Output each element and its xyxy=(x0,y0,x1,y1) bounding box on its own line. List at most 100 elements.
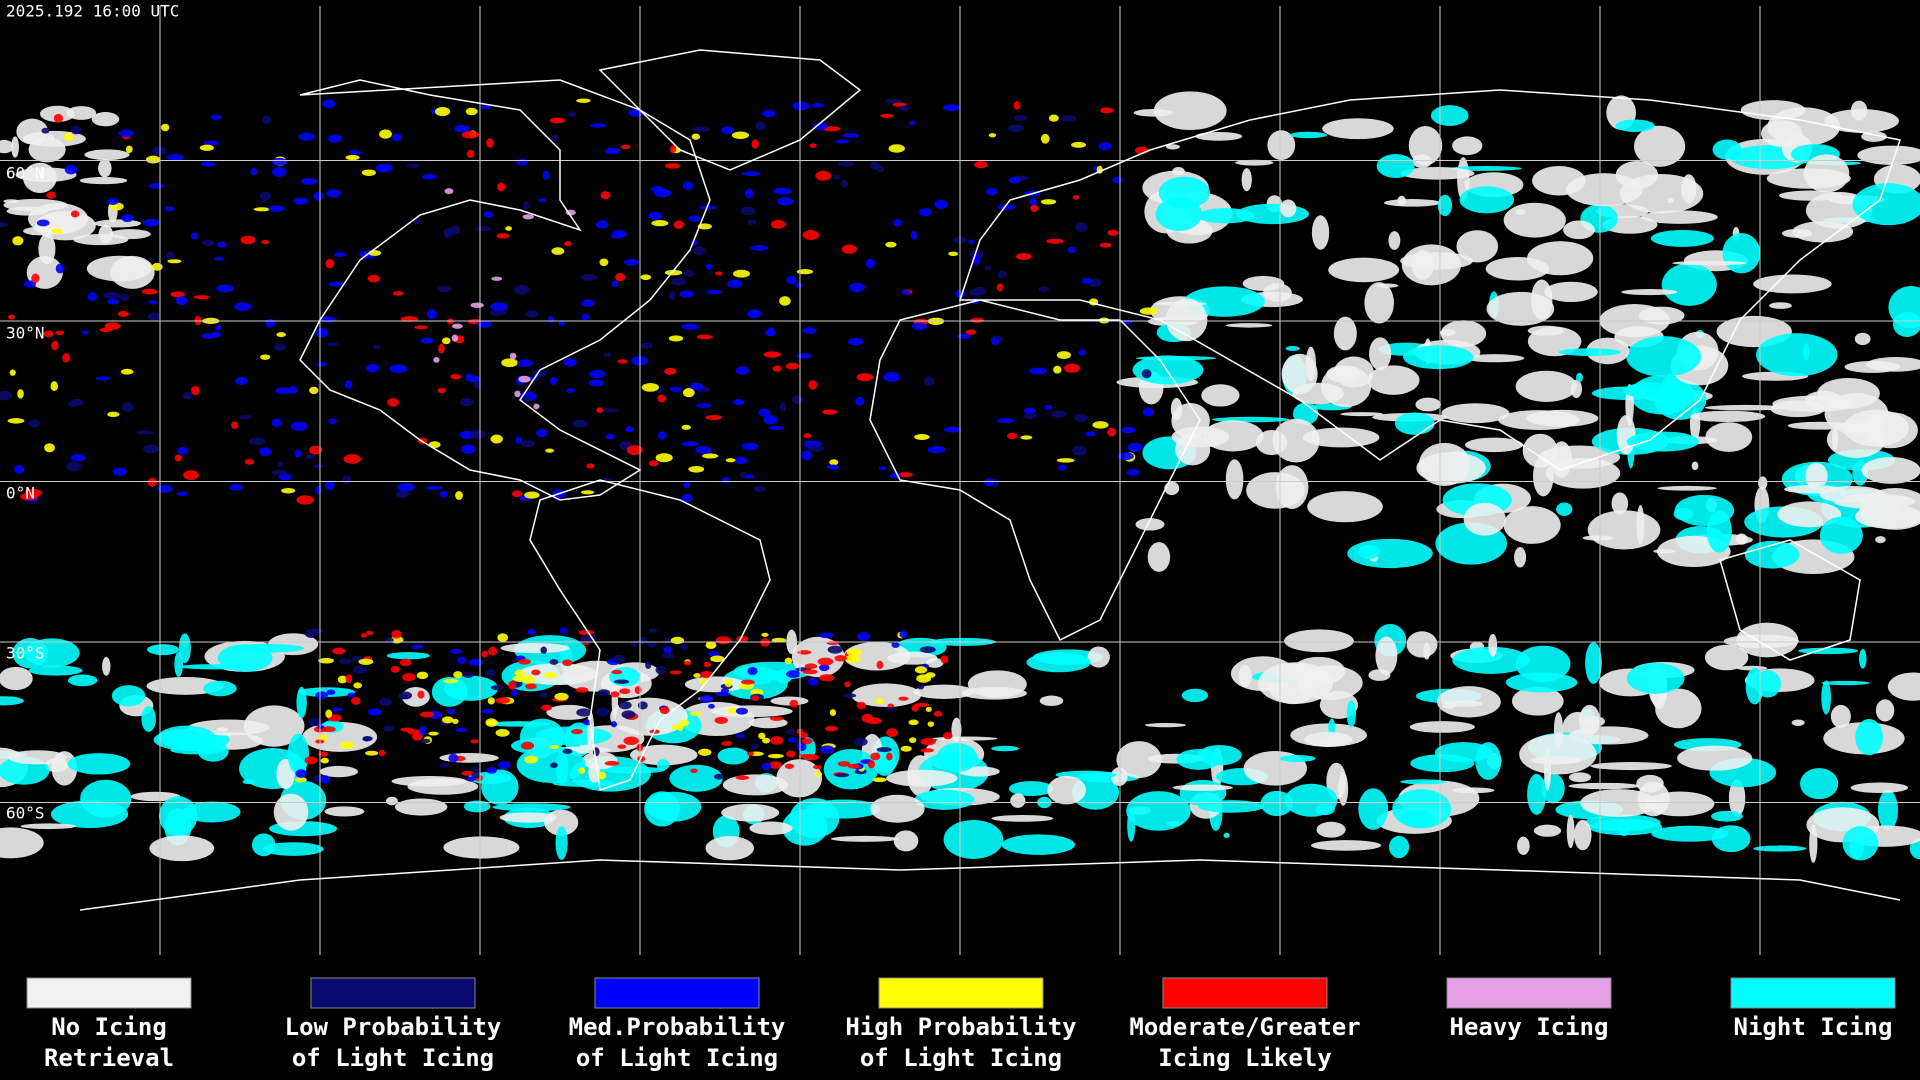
cloud-patch xyxy=(838,161,855,167)
cloud-patch xyxy=(547,315,554,324)
cloud-patch xyxy=(1861,456,1920,484)
cloud-patch xyxy=(451,323,463,329)
cloud-patch xyxy=(1165,144,1180,150)
cloud-patch xyxy=(885,241,897,248)
cloud-patch xyxy=(1147,542,1171,572)
cloud-patch xyxy=(1875,699,1895,722)
cloud-patch xyxy=(655,665,667,675)
cloud-patch xyxy=(457,656,467,664)
cloud-patch xyxy=(1172,784,1233,791)
cloud-patch xyxy=(511,490,523,498)
cloud-patch xyxy=(148,300,158,305)
cloud-patch xyxy=(1855,504,1920,529)
cloud-patch xyxy=(70,210,80,218)
cloud-patch xyxy=(1126,791,1191,831)
cloud-patch xyxy=(147,312,161,321)
cloud-patch xyxy=(619,688,631,695)
cloud-patch xyxy=(1026,652,1091,673)
cloud-patch xyxy=(66,461,82,472)
cloud-patch xyxy=(1302,427,1380,448)
cloud-patch xyxy=(211,331,221,338)
cloud-patch xyxy=(703,661,711,668)
cloud-patch xyxy=(835,139,850,144)
cloud-patch xyxy=(0,139,14,154)
cloud-patch xyxy=(1706,510,1732,553)
cloud-patch xyxy=(1712,139,1742,160)
cloud-patch xyxy=(1736,622,1799,658)
cloud-patch xyxy=(911,322,927,331)
cloud-patch xyxy=(747,219,757,225)
cloud-patch xyxy=(837,761,851,767)
cloud-patch xyxy=(394,798,448,816)
cloud-patch xyxy=(1368,337,1392,371)
cloud-patch xyxy=(600,191,611,200)
cloud-patch xyxy=(1661,263,1717,306)
cloud-patch xyxy=(499,812,557,823)
cloud-patch xyxy=(876,747,892,753)
cloud-patch xyxy=(659,706,670,715)
cloud-patch xyxy=(1010,793,1026,808)
cloud-patch xyxy=(395,490,409,498)
cloud-patch xyxy=(1475,742,1502,780)
cloud-patch xyxy=(451,334,459,342)
cloud-patch xyxy=(1859,648,1867,669)
cloud-patch xyxy=(234,302,252,311)
cloud-patch xyxy=(1030,204,1039,212)
cloud-patch xyxy=(486,669,496,677)
cloud-patch xyxy=(23,226,58,236)
cloud-patch xyxy=(465,107,478,116)
cloud-patch xyxy=(240,235,256,245)
cloud-patch xyxy=(1072,445,1087,456)
cloud-patch xyxy=(1568,782,1640,790)
cloud-patch xyxy=(1098,142,1112,151)
cloud-patch xyxy=(732,269,750,278)
cloud-patch xyxy=(559,627,568,634)
cloud-patch xyxy=(768,425,785,430)
cloud-patch xyxy=(1522,433,1558,468)
legend-label: Icing Likely xyxy=(1158,1044,1331,1072)
cloud-patch xyxy=(391,629,402,639)
latitude-label: 60°S xyxy=(6,804,45,823)
legend-label: Low Probability xyxy=(285,1013,502,1041)
cloud-patch xyxy=(1514,546,1527,568)
cloud-patch xyxy=(1020,435,1033,440)
cloud-patch xyxy=(899,630,908,639)
cloud-patch xyxy=(1127,442,1143,452)
cloud-patch xyxy=(603,352,612,357)
cloud-patch xyxy=(239,414,253,420)
cloud-patch xyxy=(98,225,114,244)
cloud-patch xyxy=(67,674,98,687)
cloud-patch xyxy=(136,430,154,435)
cloud-patch xyxy=(983,478,995,487)
cloud-patch xyxy=(565,209,576,216)
cloud-patch xyxy=(684,676,746,693)
cloud-patch xyxy=(248,437,266,445)
cloud-patch xyxy=(104,322,121,330)
cloud-patch xyxy=(439,753,499,763)
cloud-patch xyxy=(813,121,828,131)
cloud-patch xyxy=(1533,824,1562,837)
cloud-patch xyxy=(601,408,619,413)
cloud-patch xyxy=(1141,369,1152,379)
coastlines xyxy=(79,49,1901,911)
cloud-patch xyxy=(102,291,121,299)
cloud-patch xyxy=(1517,836,1530,855)
cloud-patch xyxy=(79,176,128,185)
cloud-patch xyxy=(470,302,484,308)
cloud-patch xyxy=(722,774,789,796)
cloud-patch xyxy=(290,421,308,431)
cloud-patch xyxy=(412,218,421,225)
africa xyxy=(869,299,1201,642)
cloud-patch xyxy=(802,669,818,675)
cloud-patch xyxy=(339,741,355,749)
cloud-patch xyxy=(379,129,392,139)
cloud-patch xyxy=(294,449,302,458)
cloud-patch xyxy=(910,230,918,240)
cloud-patch xyxy=(639,342,653,349)
cloud-patch xyxy=(1503,506,1561,544)
cloud-patch xyxy=(741,679,755,685)
cloud-patch xyxy=(817,657,834,666)
cloud-patch xyxy=(602,766,665,774)
cloud-patch xyxy=(98,159,112,178)
cloud-patch xyxy=(86,255,152,282)
